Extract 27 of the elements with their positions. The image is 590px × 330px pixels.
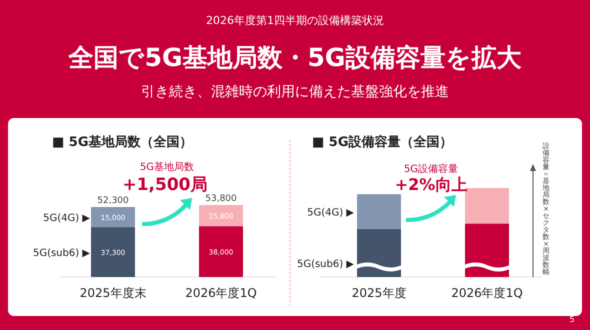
text: 2026年度第1四半期の設備構築状況 xyxy=(206,14,384,27)
x-tick-label: 2025年度 xyxy=(352,286,406,300)
x-tick-label: 2025年度末 xyxy=(80,286,146,300)
bar xyxy=(357,194,401,229)
series-label: 5G(sub6) ▶ xyxy=(32,248,90,260)
bar xyxy=(465,224,509,277)
text: 全国で5G基地局数・5G設備容量を拡大 xyxy=(68,43,522,72)
bar xyxy=(357,228,401,277)
x-tick-label: 2026年度1Q xyxy=(185,286,257,300)
bar xyxy=(91,207,135,228)
text: 5 xyxy=(569,315,575,324)
bar xyxy=(91,227,135,277)
x-tick-label: 2026年度1Q xyxy=(451,286,523,300)
chart-title: ■ 5G基地局数（全国） xyxy=(52,135,193,150)
series-label: 5G(4G) ▶ xyxy=(307,208,354,219)
series-label: 5G(sub6) ▶ xyxy=(296,258,354,270)
series-label: 5G(4G) ▶ xyxy=(43,213,90,224)
chart-title: ■ 5G設備容量（全国） xyxy=(312,134,453,150)
text: 引き続き、混雑時の利用に備えた基盤強化を推進 xyxy=(141,84,449,100)
annotation: +2%向上 xyxy=(394,175,468,194)
bar xyxy=(199,226,243,277)
total-label: 53,800 xyxy=(205,194,238,204)
text: +1,500局 xyxy=(122,175,208,195)
text: 5G設備容量 xyxy=(404,163,458,175)
total-label: 52,300 xyxy=(97,196,130,206)
bar xyxy=(199,205,243,226)
text: 5G基地局数 xyxy=(140,161,194,173)
